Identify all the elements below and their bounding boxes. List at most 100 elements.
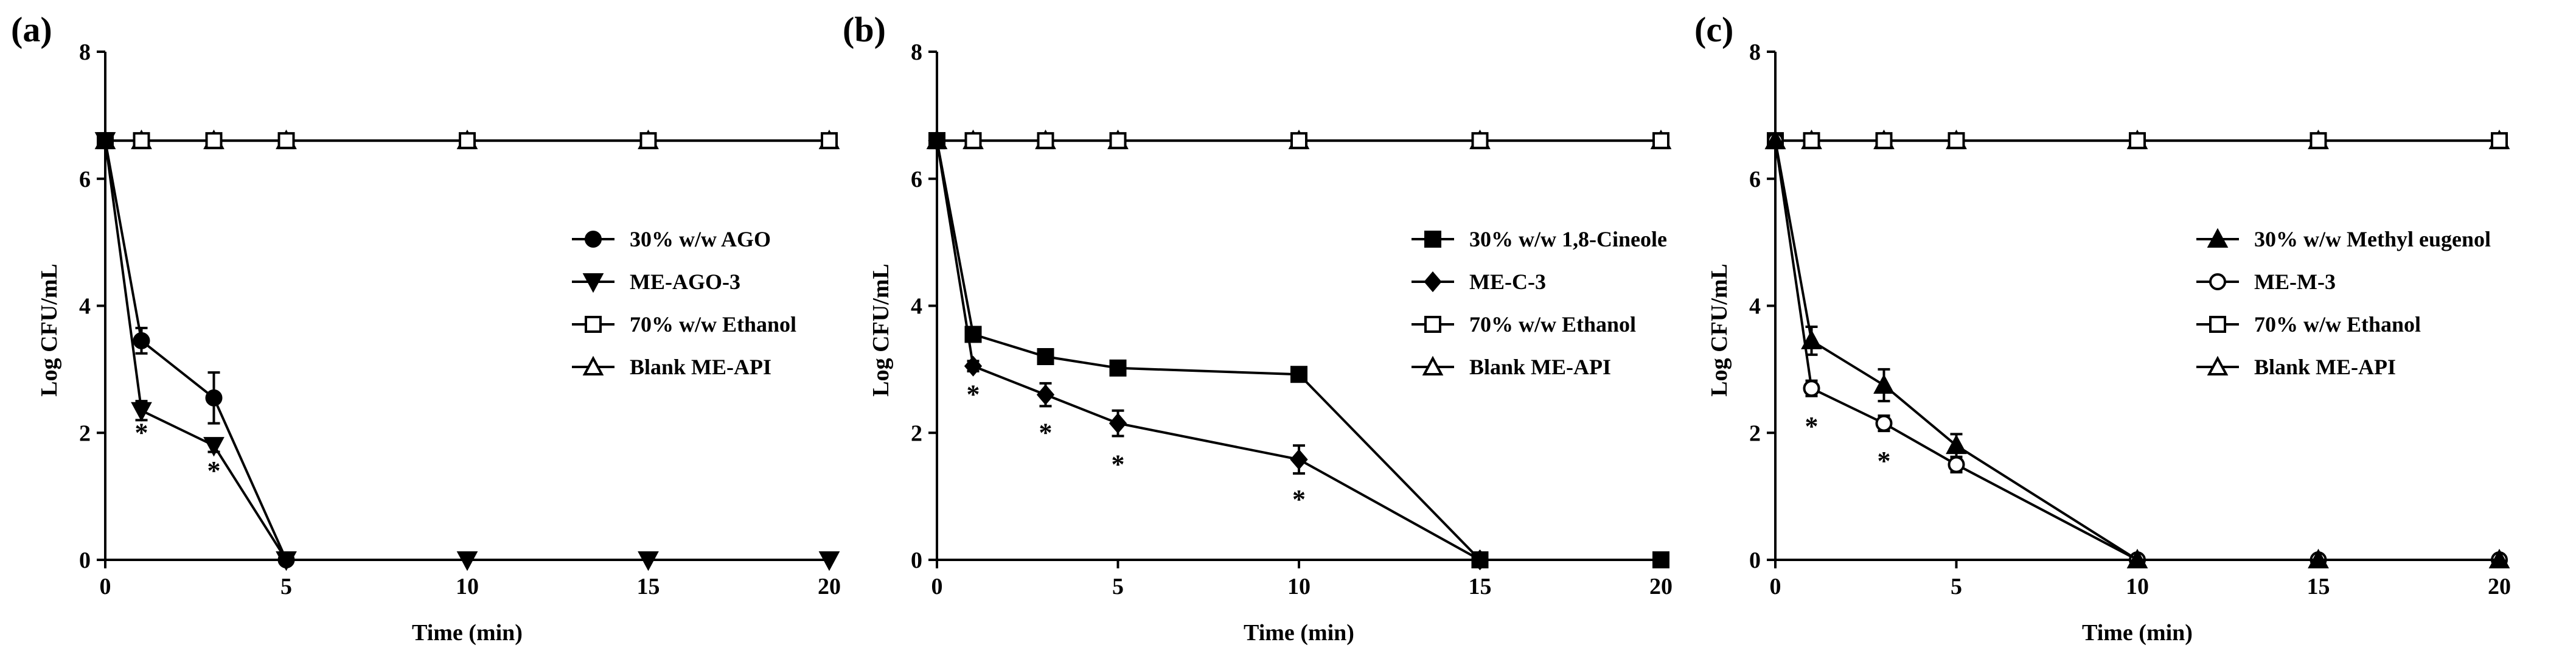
y-axis-title: Log CFU/mL (1707, 263, 1732, 397)
data-point (1471, 551, 1489, 568)
series-line (104, 140, 288, 560)
legend-marker (2207, 228, 2229, 248)
legend-marker (2209, 273, 2226, 290)
data-point (2310, 132, 2327, 150)
data-point (818, 551, 840, 571)
x-axis-title: Time (min) (412, 620, 523, 646)
data-point (1801, 329, 1822, 349)
data-point (205, 132, 223, 150)
data-point (964, 132, 982, 150)
y-tick-label: 8 (1749, 40, 1761, 65)
x-tick-label: 15 (1469, 574, 1492, 599)
data-point (2126, 548, 2148, 568)
legend-entry: 30% w/w 1,8-Cineole (1412, 227, 1667, 251)
y-tick-label: 0 (1749, 548, 1761, 573)
legend-label: 70% w/w Ethanol (2254, 312, 2421, 337)
legend-entry: ME-C-3 (1412, 270, 1546, 294)
significance-marker: * (1039, 417, 1053, 447)
y-tick-label: 2 (911, 420, 922, 446)
legend-marker (1424, 231, 1441, 248)
x-tick-label: 10 (2126, 574, 2149, 599)
legend-marker (585, 316, 602, 333)
data-point (821, 132, 838, 150)
significance-marker: * (1805, 411, 1819, 441)
series-2 (1767, 132, 2508, 150)
y-tick-label: 4 (79, 294, 91, 319)
legend-entry: ME-AGO-3 (572, 270, 740, 294)
x-tick-label: 0 (100, 574, 111, 599)
chart-panel-b: (b) 0 2 4 6 8 0 5 10 15 20 Time (min) Log CFU/mL * * * *… (843, 10, 1673, 646)
legend-label: Blank ME-API (1469, 355, 1611, 379)
series-line (104, 140, 829, 561)
data-point (205, 389, 223, 407)
x-tick-label: 5 (280, 574, 292, 599)
x-axis-title: Time (min) (1244, 620, 1354, 646)
data-point (638, 551, 659, 571)
data-point (1875, 132, 1893, 150)
y-tick-label: 8 (911, 40, 922, 65)
y-tick-label: 8 (79, 40, 91, 65)
significance-marker: * (207, 456, 221, 486)
legend-label: ME-M-3 (2254, 270, 2336, 294)
series-2 (97, 132, 838, 150)
x-tick-label: 15 (2307, 574, 2330, 599)
data-point (1037, 132, 1054, 150)
y-axis-title: Log CFU/mL (868, 263, 894, 397)
y-tick-label: 0 (911, 548, 922, 573)
legend-label: Blank ME-API (2254, 355, 2396, 379)
legend-marker (585, 231, 602, 248)
series-1 (94, 132, 840, 571)
legend-entry: 70% w/w Ethanol (2196, 312, 2421, 337)
legend-entry: Blank ME-API (2196, 355, 2396, 379)
panel-label: (a) (11, 10, 52, 49)
data-point (203, 437, 225, 457)
significance-marker: * (1292, 484, 1306, 514)
data-point (1803, 380, 1820, 397)
x-tick-label: 15 (637, 574, 660, 599)
data-point (133, 332, 150, 349)
x-tick-label: 20 (818, 574, 841, 599)
series-1 (928, 130, 1489, 571)
data-point (1109, 413, 1127, 434)
x-tick-label: 0 (1770, 574, 1781, 599)
significance-marker: * (135, 417, 148, 447)
data-point (1109, 359, 1127, 377)
data-point (133, 132, 150, 150)
series-0 (928, 132, 1669, 568)
data-point (1471, 132, 1489, 150)
data-point (1109, 132, 1127, 150)
x-tick-label: 5 (1951, 574, 1962, 599)
data-point (1290, 366, 1307, 383)
y-tick-label: 2 (1749, 420, 1761, 446)
chart-panel-c: (c) 0 2 4 6 8 0 5 10 15 20 Time (min) Log CFU/mL * * 30… (1694, 10, 2511, 646)
significance-marker: * (1112, 449, 1125, 479)
y-tick-label: 6 (79, 167, 91, 192)
legend-label: ME-AGO-3 (630, 270, 740, 294)
significance-marker: * (1878, 446, 1891, 476)
y-tick-label: 6 (911, 167, 922, 192)
legend-label: Blank ME-API (630, 355, 771, 379)
data-point (1948, 456, 1965, 473)
legend-entry: 70% w/w Ethanol (1412, 312, 1636, 337)
y-tick-label: 6 (1749, 167, 1761, 192)
y-tick-label: 0 (79, 548, 91, 573)
data-point (928, 132, 945, 150)
legend-label: 70% w/w Ethanol (630, 312, 796, 337)
legend-marker (1424, 316, 1441, 333)
data-point (1290, 449, 1308, 470)
legend-label: ME-C-3 (1469, 270, 1546, 294)
legend-label: 70% w/w Ethanol (1469, 312, 1636, 337)
series-2 (928, 132, 1669, 150)
legend-marker (1424, 271, 1442, 293)
data-point (456, 551, 478, 571)
data-point (1875, 414, 1893, 432)
y-axis-title: Log CFU/mL (37, 263, 62, 397)
data-point (1764, 129, 1786, 150)
legend-marker (582, 355, 604, 375)
y-tick-label: 4 (1749, 294, 1761, 319)
data-point (277, 551, 295, 568)
legend-entry: Blank ME-API (1412, 355, 1611, 379)
legend-marker (582, 273, 604, 293)
series-0 (97, 132, 295, 568)
